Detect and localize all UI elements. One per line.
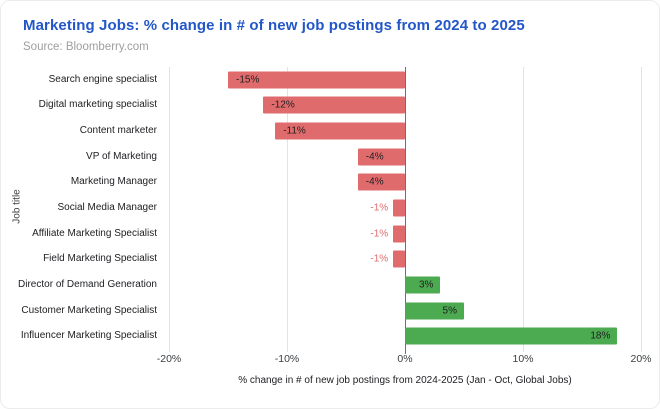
chart-row: Content marketer -11% — [1, 118, 641, 144]
bar-track: 3% — [169, 272, 641, 298]
bar[interactable] — [393, 225, 405, 243]
value-label: -12% — [271, 99, 295, 111]
bar-track: -11% — [169, 118, 641, 144]
gridline — [169, 67, 170, 352]
bar[interactable] — [405, 302, 464, 320]
x-tick-label: -20% — [156, 353, 182, 365]
chart-row: Influencer Marketing Specialist 18% — [1, 323, 641, 349]
chart-row: Affiliate Marketing Specialist -1% — [1, 221, 641, 247]
bar[interactable] — [263, 96, 405, 114]
x-tick-label: 10% — [512, 353, 534, 365]
bar[interactable] — [393, 199, 405, 217]
zero-axis-line — [405, 67, 406, 354]
category-label: Content marketer — [79, 125, 157, 137]
category-label: Marketing Manager — [70, 176, 157, 188]
bar[interactable] — [393, 250, 405, 268]
category-label: Influencer Marketing Specialist — [20, 330, 157, 342]
chart-row: Marketing Manager -4% — [1, 170, 641, 196]
bar-rows: Search engine specialist -15% Digital mark… — [1, 67, 641, 349]
bar[interactable] — [405, 327, 618, 345]
category-label: VP of Marketing — [86, 150, 157, 162]
value-label: 5% — [442, 305, 457, 317]
bar-track: -15% — [169, 67, 641, 93]
value-label: -1% — [370, 228, 389, 240]
chart-row: Director of Demand Generation 3% — [1, 272, 641, 298]
bar[interactable] — [405, 276, 441, 294]
x-axis-title: % change in # of new job postings from 2… — [238, 375, 572, 386]
value-label: -4% — [365, 176, 384, 188]
value-label: -1% — [370, 202, 389, 214]
chart-source: Source: Bloomberry.com — [23, 41, 149, 53]
gridline — [287, 67, 288, 352]
category-label: Field Marketing Specialist — [43, 253, 157, 265]
value-label: -4% — [365, 151, 384, 163]
x-axis-ticks: -20% -10% 0% 10% 20% — [157, 353, 652, 367]
value-label: 3% — [418, 279, 434, 291]
bar[interactable] — [357, 173, 405, 191]
chart-row: Field Marketing Specialist -1% — [1, 246, 641, 272]
bar-track: -4% — [169, 170, 641, 196]
chart-row: VP of Marketing -4% — [1, 144, 641, 170]
bar-track: -1% — [169, 221, 641, 247]
category-label: Director of Demand Generation — [18, 278, 157, 290]
bar-track: -12% — [169, 93, 641, 119]
bar-track: -1% — [169, 246, 641, 272]
bar-track: -4% — [169, 144, 641, 170]
plot-area — [169, 67, 642, 354]
value-label: -11% — [283, 125, 306, 137]
value-label: -15% — [236, 74, 260, 86]
gridline — [523, 67, 524, 352]
category-label: Affiliate Marketing Specialist — [32, 227, 157, 239]
y-axis-title: Job title — [11, 189, 23, 224]
chart-title: Marketing Jobs: % change in # of new job… — [23, 17, 525, 34]
x-tick-label: 20% — [630, 353, 652, 365]
gridline — [641, 67, 642, 352]
category-label: Customer Marketing Specialist — [21, 304, 157, 316]
bar[interactable] — [275, 122, 405, 140]
value-label: 18% — [590, 330, 611, 342]
bar[interactable] — [357, 148, 405, 166]
bar-track: 5% — [169, 298, 641, 324]
chart-row: Search engine specialist -15% — [1, 67, 641, 93]
category-label: Search engine specialist — [48, 73, 157, 85]
x-tick-label: -10% — [274, 353, 300, 365]
chart-row: Customer Marketing Specialist 5% — [1, 298, 641, 324]
bar[interactable] — [228, 71, 405, 89]
bar-track: -1% — [169, 195, 641, 221]
chart-row: Digital marketing specialist -12% — [1, 93, 641, 119]
category-label: Social Media Manager — [57, 202, 158, 214]
chart-row: Social Media Manager -1% — [1, 195, 641, 221]
x-tick-label: 0% — [397, 353, 413, 365]
value-label: -1% — [370, 253, 389, 265]
category-label: Digital marketing specialist — [38, 99, 157, 111]
bar-track: 18% — [169, 323, 641, 349]
